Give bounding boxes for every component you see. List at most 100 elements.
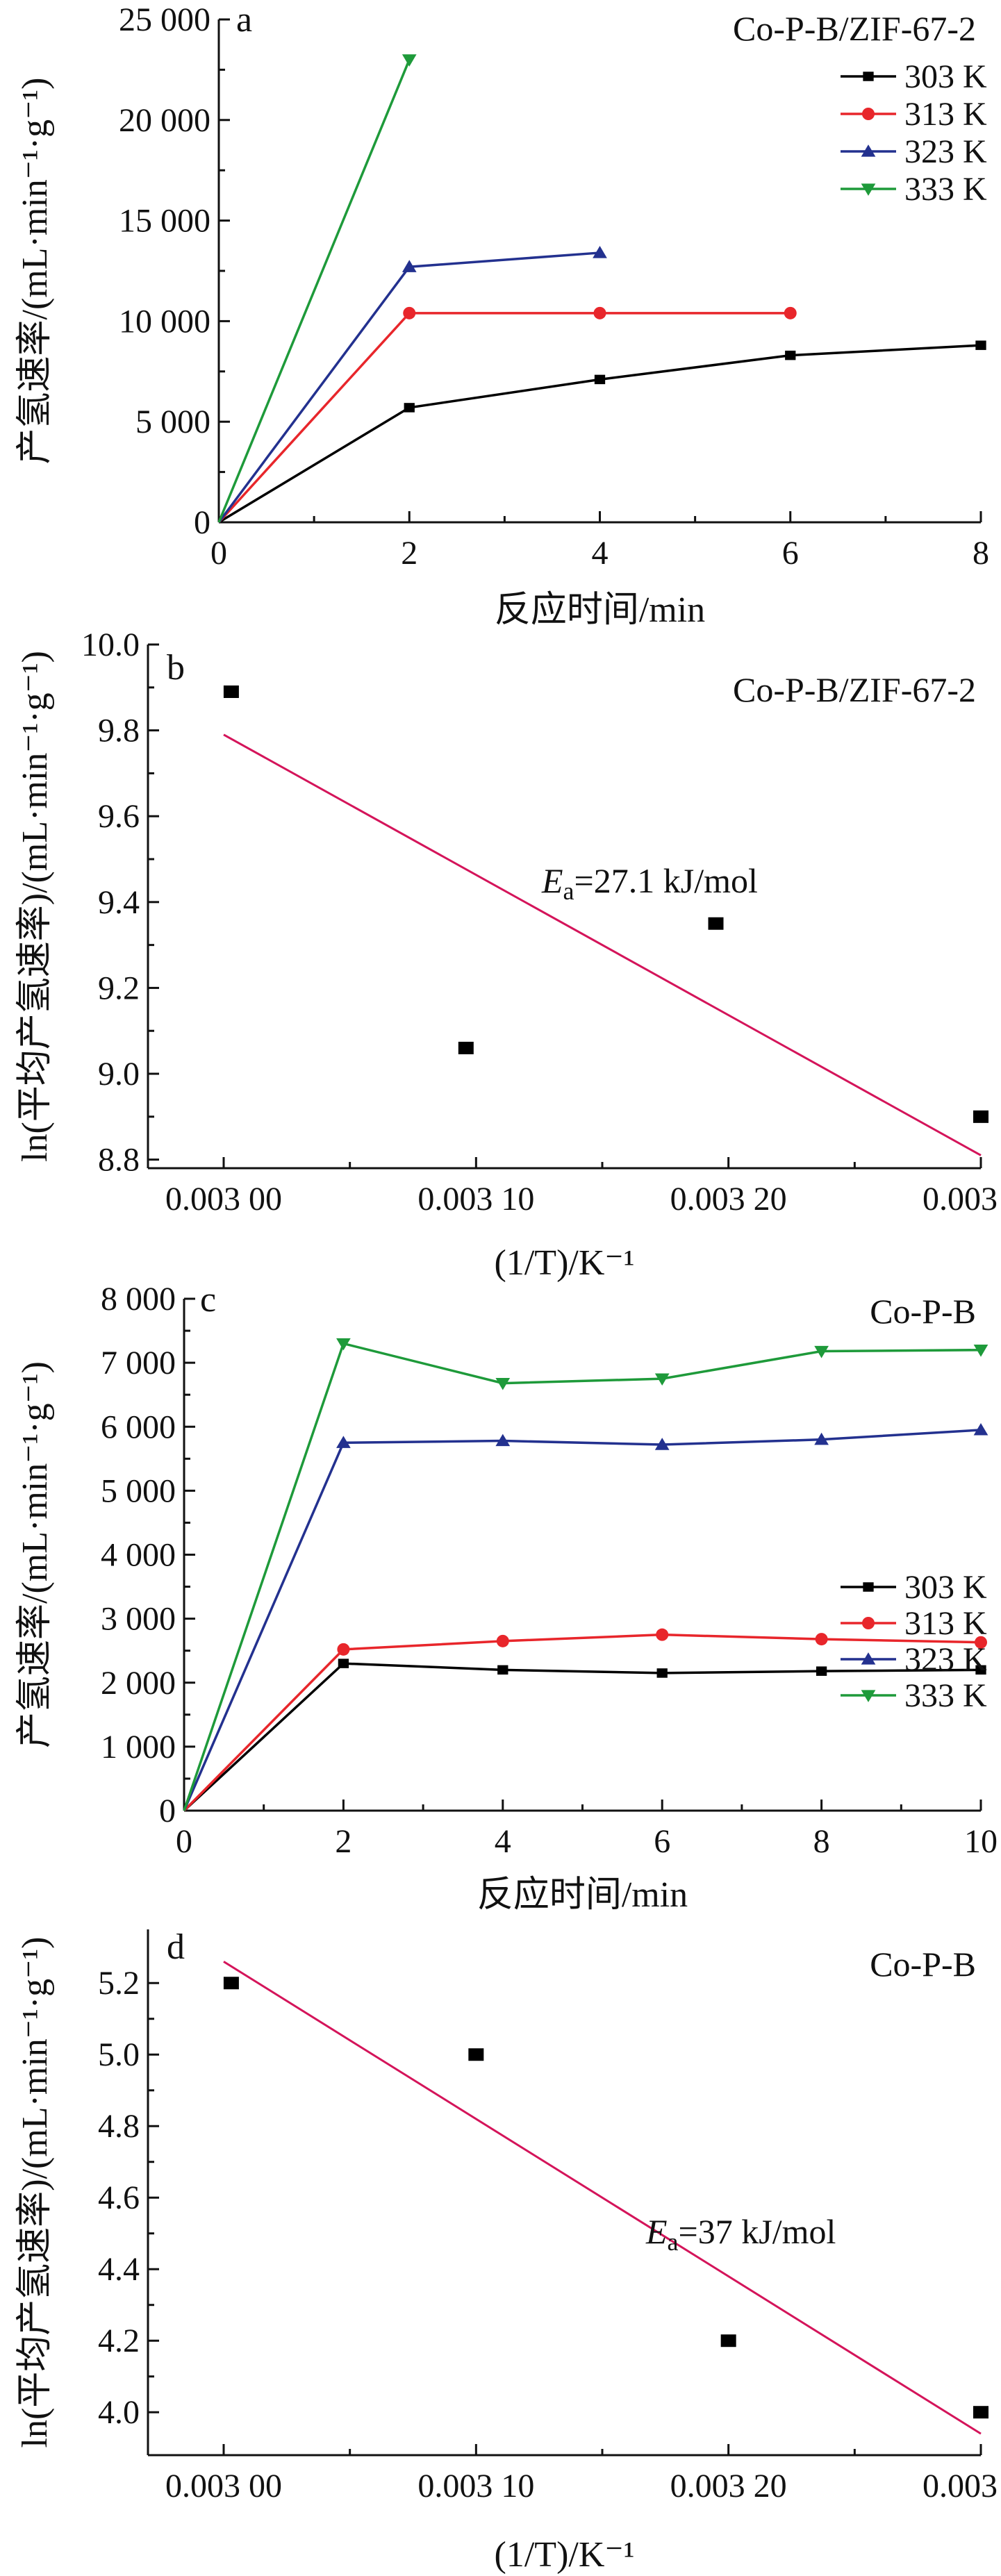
y-tick-label: 10 000 bbox=[119, 303, 210, 340]
y-tick-label: 9.8 bbox=[98, 713, 140, 749]
chart-panel-b: 0.003 00 0.003 10 0.003 20 0.003 30 8.8 9.0 9.… bbox=[15, 626, 1001, 1283]
y-tick-label: 1 000 bbox=[101, 1729, 176, 1765]
data-point-0-2 bbox=[594, 374, 606, 385]
x-tick-label: 0.003 00 bbox=[165, 1181, 282, 1218]
series-line-0 bbox=[218, 344, 982, 524]
legend-marker bbox=[861, 1690, 876, 1702]
x-tick-label: 0.003 20 bbox=[670, 1181, 787, 1218]
data-point-2-4 bbox=[814, 1432, 829, 1445]
data-point-0-1 bbox=[404, 403, 415, 413]
y-axis-label: 产氢速率/(mL·min⁻¹·g⁻¹) bbox=[15, 78, 55, 465]
x-axis-label: 反应时间/min bbox=[495, 590, 705, 630]
y-tick-label: 25 000 bbox=[119, 1, 210, 38]
x-tick-label: 4 bbox=[592, 535, 609, 572]
y-tick-label: 20 000 bbox=[119, 102, 210, 139]
x-tick-label: 0.003 30 bbox=[923, 1181, 1001, 1218]
activation-energy-label: Ea=27.1 kJ/mol bbox=[541, 861, 758, 905]
data-point-1-2 bbox=[593, 306, 606, 319]
data-point-0-1 bbox=[338, 1659, 349, 1668]
x-tick-label: 0.003 10 bbox=[417, 1181, 534, 1218]
data-point-3-3 bbox=[654, 1373, 670, 1386]
data-point-0-3 bbox=[785, 350, 796, 360]
data-point-2 bbox=[720, 2334, 736, 2348]
ea-subscript: a bbox=[563, 877, 574, 905]
data-point-3-1 bbox=[336, 1338, 351, 1351]
y-tick-label: 9.2 bbox=[98, 970, 140, 1006]
x-tick-label: 2 bbox=[335, 1823, 351, 1860]
x-axis-label: (1/T)/K⁻¹ bbox=[495, 2535, 635, 2575]
data-point-2-1 bbox=[336, 1436, 351, 1448]
legend-label: 313 K bbox=[904, 1605, 987, 1642]
chart-panel-a: 0 2 4 6 8 0 5 000 10 000 15 000 20 000 25 000 a Co-P… bbox=[15, 0, 989, 630]
x-axis-label: 反应时间/min bbox=[477, 1875, 688, 1915]
x-tick-label: 8 bbox=[813, 1823, 830, 1860]
chart-panel-c: 0 2 4 6 8 10 0 1 000 2 000 3 000 4 000 5 000 6 000 7 … bbox=[15, 1280, 998, 1915]
panel-letter: b bbox=[167, 648, 185, 688]
data-point-3-4 bbox=[814, 1345, 829, 1358]
x-tick-label: 0 bbox=[176, 1823, 192, 1860]
x-tick-label: 0.003 00 bbox=[165, 2468, 282, 2504]
y-tick-label: 15 000 bbox=[119, 203, 210, 240]
x-tick-label: 4 bbox=[495, 1823, 511, 1860]
x-axis-label: (1/T)/K⁻¹ bbox=[495, 1243, 635, 1283]
y-tick-label: 9.6 bbox=[98, 798, 140, 835]
x-tick-label: 2 bbox=[401, 535, 417, 572]
y-tick-label: 4.2 bbox=[98, 2322, 140, 2359]
chart-title: Co-P-B bbox=[870, 1945, 976, 1984]
legend-label: 333 K bbox=[904, 171, 987, 208]
x-tick-label: 0 bbox=[210, 535, 227, 572]
data-point-3-1 bbox=[402, 54, 417, 67]
data-point-0-2 bbox=[497, 1665, 508, 1675]
x-tick-label: 6 bbox=[782, 535, 799, 572]
legend-label: 303 K bbox=[904, 58, 987, 95]
y-tick-label: 5.0 bbox=[98, 2036, 140, 2073]
y-tick-label: 5 000 bbox=[135, 404, 210, 440]
y-tick-label: 4.6 bbox=[98, 2179, 140, 2216]
data-point-0-4 bbox=[816, 1666, 827, 1676]
data-point-0-5 bbox=[975, 1665, 986, 1675]
ea-value: =27.1 kJ/mol bbox=[574, 861, 758, 900]
data-point-3 bbox=[973, 2406, 988, 2419]
legend-label: 333 K bbox=[904, 1677, 987, 1714]
data-point-3-2 bbox=[495, 1377, 511, 1390]
data-point-2 bbox=[458, 1041, 474, 1054]
y-tick-label: 5.2 bbox=[98, 1965, 140, 2002]
panel-letter: c bbox=[200, 1280, 216, 1320]
data-point-1-1 bbox=[337, 1643, 350, 1656]
y-tick-label: 8 000 bbox=[101, 1281, 176, 1318]
y-tick-label: 4 000 bbox=[101, 1537, 176, 1574]
y-tick-label: 8.8 bbox=[98, 1142, 140, 1179]
x-tick-label: 0.003 10 bbox=[417, 2468, 534, 2504]
y-tick-label: 2 000 bbox=[101, 1665, 176, 1702]
data-point-2-2 bbox=[495, 1434, 511, 1447]
legend-marker bbox=[862, 1617, 875, 1629]
legend-marker bbox=[861, 144, 876, 157]
ea-symbol: E bbox=[541, 861, 563, 900]
x-tick-label: 8 bbox=[973, 535, 989, 572]
x-tick-label: 10 bbox=[964, 1823, 998, 1860]
y-tick-label: 0 bbox=[194, 504, 210, 541]
y-axis-label: 产氢速率/(mL·min⁻¹·g⁻¹) bbox=[15, 1361, 55, 1748]
y-tick-label: 7 000 bbox=[101, 1345, 176, 1381]
legend-label: 323 K bbox=[904, 1641, 987, 1678]
ea-subscript: a bbox=[668, 2228, 679, 2256]
data-point-0 bbox=[223, 685, 239, 698]
y-tick-label: 4.8 bbox=[98, 2108, 140, 2145]
data-point-2-5 bbox=[973, 1422, 988, 1436]
chart-title: Co-P-B/ZIF-67-2 bbox=[733, 670, 976, 709]
data-point-1-1 bbox=[403, 306, 416, 319]
y-tick-label: 6 000 bbox=[101, 1409, 176, 1445]
x-tick-label: 0.003 30 bbox=[923, 2468, 1001, 2504]
data-point-2-3 bbox=[654, 1438, 670, 1450]
y-tick-label: 9.4 bbox=[98, 884, 140, 921]
legend-marker bbox=[863, 72, 874, 81]
y-tick-label: 4.0 bbox=[98, 2394, 140, 2431]
series-line-3 bbox=[217, 59, 411, 523]
data-point-2-1 bbox=[402, 260, 417, 272]
data-point-0 bbox=[223, 1977, 239, 1990]
y-tick-label: 9.0 bbox=[98, 1056, 140, 1092]
x-tick-label: 0.003 20 bbox=[670, 2468, 787, 2504]
